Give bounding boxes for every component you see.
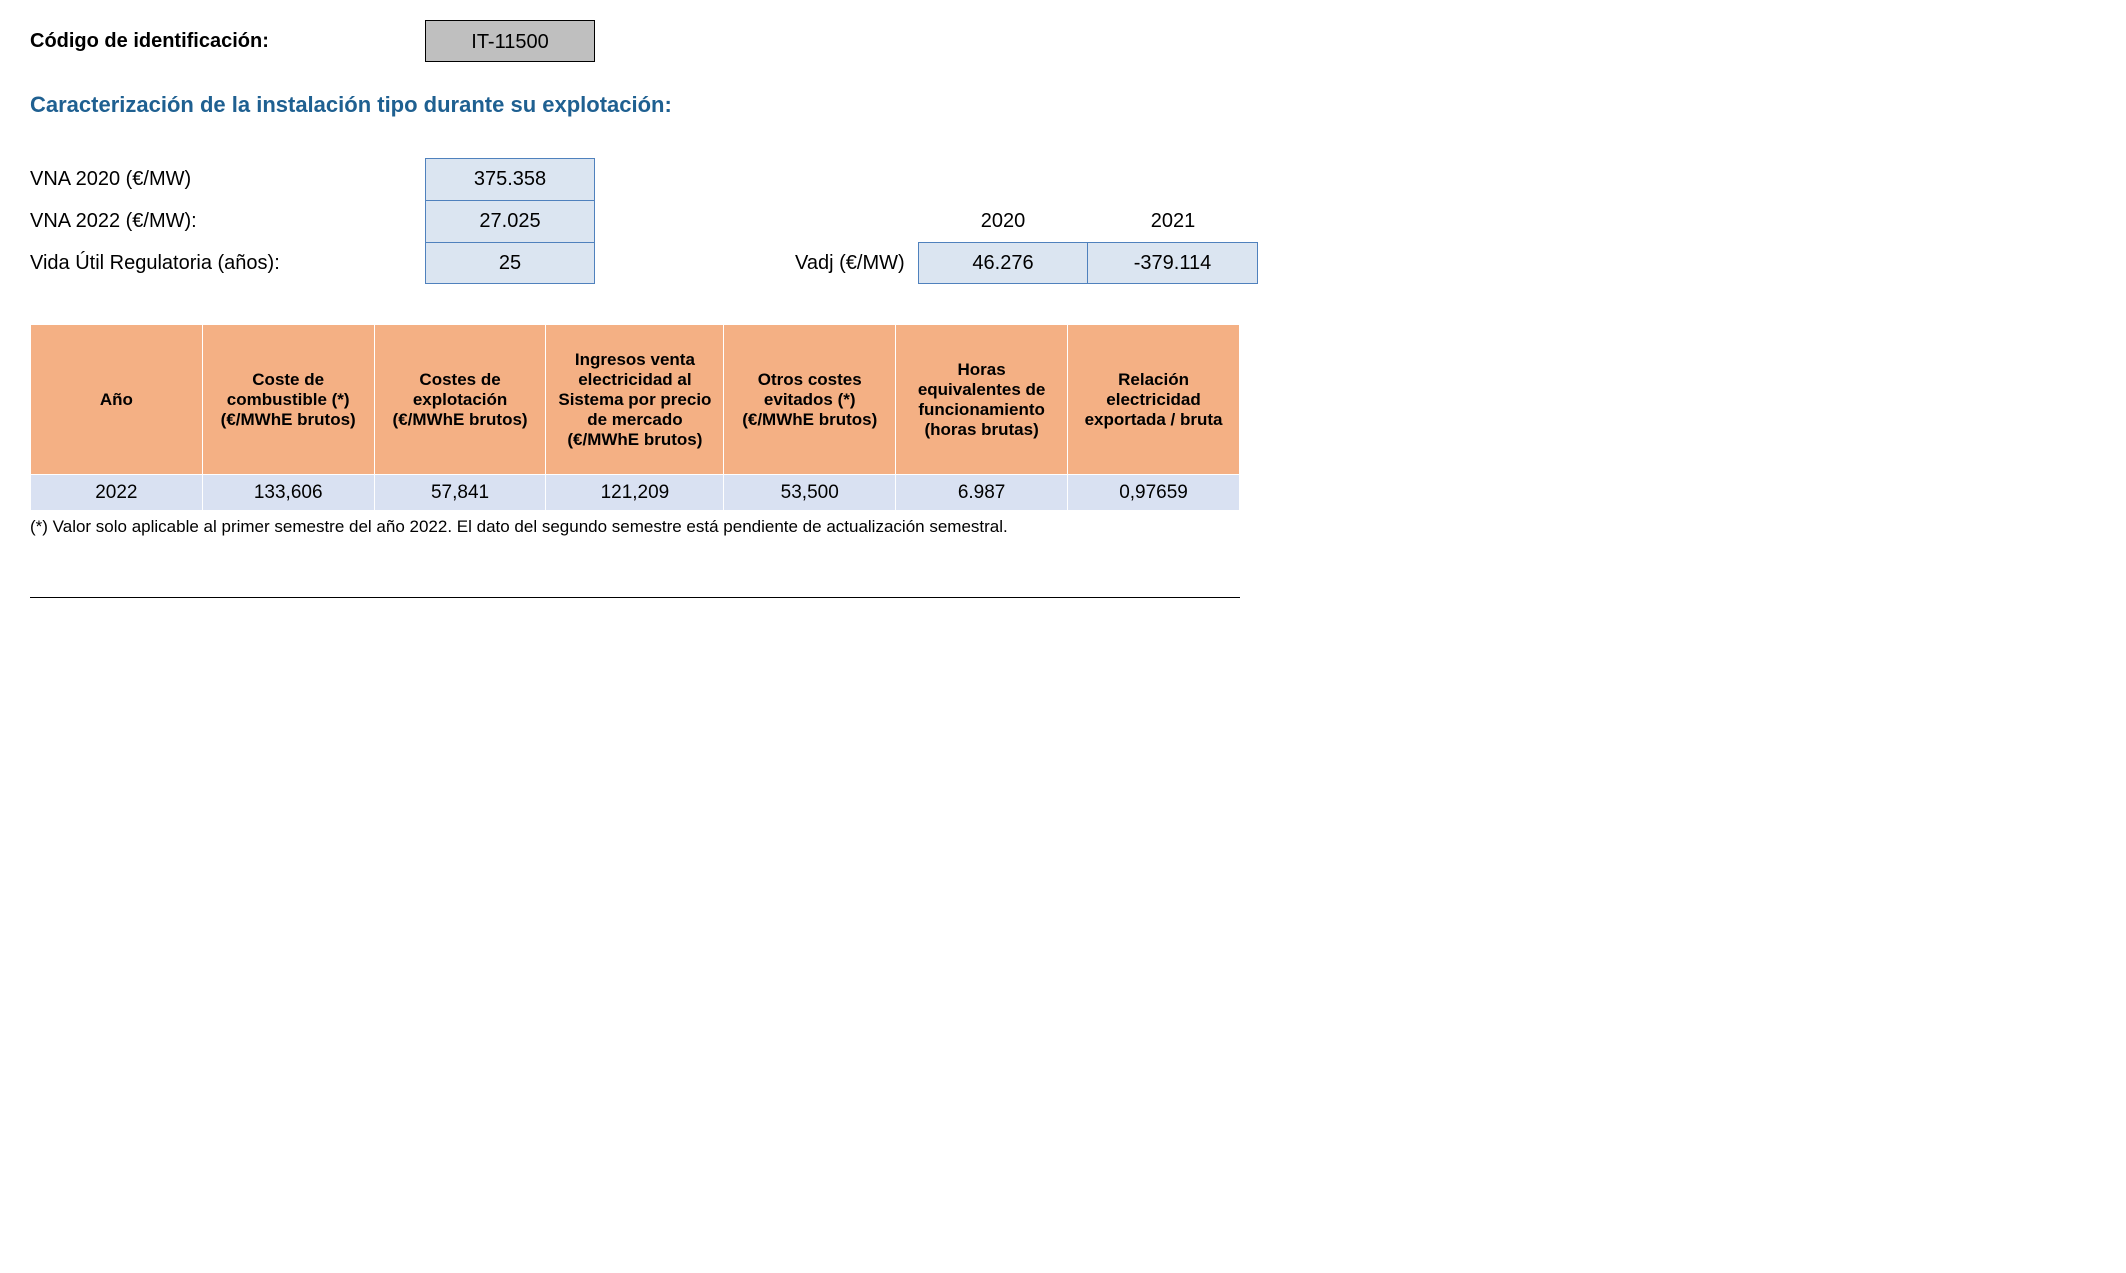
vna2020-label: VNA 2020 (€/MW) xyxy=(30,168,425,191)
vadj-year-1: 2020 xyxy=(918,210,1088,233)
col-explotacion: Costes de explotación (€/MWhE brutos) xyxy=(374,325,546,475)
vadj-value-2: -379.114 xyxy=(1088,242,1258,284)
vna2022-value: 27.025 xyxy=(425,200,595,242)
vadj-label: Vadj (€/MW) xyxy=(795,252,918,275)
footnote: (*) Valor solo aplicable al primer semes… xyxy=(30,517,2096,537)
cell-otros: 53,500 xyxy=(724,475,896,511)
cell-explotacion: 57,841 xyxy=(374,475,546,511)
col-relacion: Relación electricidad exportada / bruta xyxy=(1068,325,1240,475)
vna2020-row: VNA 2020 (€/MW) 375.358 xyxy=(30,158,2096,200)
code-value-box: IT-11500 xyxy=(425,20,595,62)
section-title: Caracterización de la instalación tipo d… xyxy=(30,92,672,118)
col-horas: Horas equivalentes de funcionamiento (ho… xyxy=(896,325,1068,475)
table-row: 2022 133,606 57,841 121,209 53,500 6.987… xyxy=(31,475,1240,511)
code-label: Código de identificación: xyxy=(30,30,425,53)
cell-horas: 6.987 xyxy=(896,475,1068,511)
section-title-row: Caracterización de la instalación tipo d… xyxy=(30,92,2096,118)
vna2022-row: VNA 2022 (€/MW): 27.025 2020 2021 xyxy=(30,200,2096,242)
col-ingresos: Ingresos venta electricidad al Sistema p… xyxy=(546,325,724,475)
vna2020-value: 375.358 xyxy=(425,158,595,200)
divider xyxy=(30,597,1240,598)
cell-combustible: 133,606 xyxy=(202,475,374,511)
vida-label: Vida Útil Regulatoria (años): xyxy=(30,252,425,275)
vadj-value-1: 46.276 xyxy=(918,242,1088,284)
vida-vadj-row: Vida Útil Regulatoria (años): 25 Vadj (€… xyxy=(30,242,2096,284)
col-ano: Año xyxy=(31,325,203,475)
params-block: VNA 2020 (€/MW) 375.358 VNA 2022 (€/MW):… xyxy=(30,158,2096,284)
cell-ingresos: 121,209 xyxy=(546,475,724,511)
cell-relacion: 0,97659 xyxy=(1068,475,1240,511)
vida-value: 25 xyxy=(425,242,595,284)
data-table: Año Coste de combustible (*) (€/MWhE bru… xyxy=(30,324,1240,511)
vadj-year-2: 2021 xyxy=(1088,210,1258,233)
code-row: Código de identificación: IT-11500 xyxy=(30,20,2096,62)
table-header-row: Año Coste de combustible (*) (€/MWhE bru… xyxy=(31,325,1240,475)
col-otros: Otros costes evitados (*) (€/MWhE brutos… xyxy=(724,325,896,475)
vna2022-label: VNA 2022 (€/MW): xyxy=(30,210,425,233)
cell-ano: 2022 xyxy=(31,475,203,511)
col-combustible: Coste de combustible (*) (€/MWhE brutos) xyxy=(202,325,374,475)
